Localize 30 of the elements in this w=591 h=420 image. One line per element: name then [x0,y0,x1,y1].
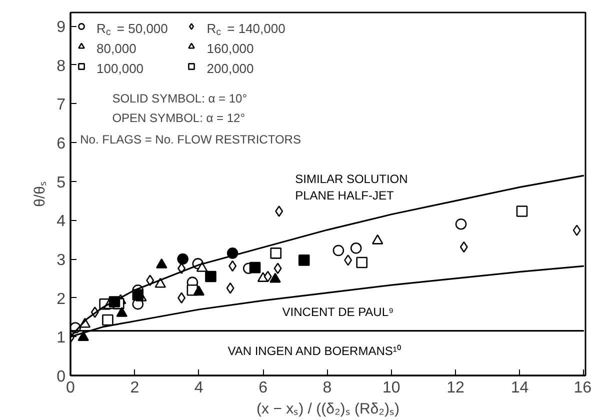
y-tick-label: 0 [56,368,66,386]
x-tick-label: 8 [322,380,332,396]
y-tick-label: 6 [56,136,66,153]
legend-label: 100,000 [96,60,144,76]
y-tick-label: 7 [56,96,66,114]
x-tick-label: 10 [382,380,400,396]
y-tick-label: 3 [56,252,66,270]
y-tick-label: 5 [56,174,66,192]
annotation: OPEN SYMBOL: α = 12° [112,111,246,126]
legend-label: 80,000 [96,40,136,56]
x-tick-label: 14 [510,380,529,396]
y-tick-label: 4 [56,213,66,230]
y-tick-label: 2 [56,290,66,308]
legend-label: 200,000 [206,60,254,76]
legend-label: 160,000 [206,40,254,56]
x-axis-title: (x − xₛ) / ((δ₂)ₛ (Rδ₂)ₛ) [256,400,400,418]
x-tick-label: 12 [446,380,465,396]
x-tick-label: 2 [130,380,140,396]
y-tick-label: 9 [56,19,66,36]
annotation: No. FLAGS = No. FLOW RESTRICTORS [80,132,301,146]
y-tick-label: 8 [56,58,66,75]
series-label: VAN INGEN AND BOERMANS¹⁰ [228,344,401,358]
x-tick-label: 6 [258,380,268,396]
y-tick-label: 1 [56,330,66,347]
x-tick-label: 16 [574,380,591,396]
annotation: SOLID SYMBOL: α = 10° [112,92,248,106]
series-label: SIMILAR SOLUTION PLANE HALF-JET [295,172,408,203]
x-tick-label: 4 [194,380,204,396]
series-label: VINCENT DE PAUL⁹ [282,305,394,320]
y-axis-title: θ/θₛ [32,181,49,207]
